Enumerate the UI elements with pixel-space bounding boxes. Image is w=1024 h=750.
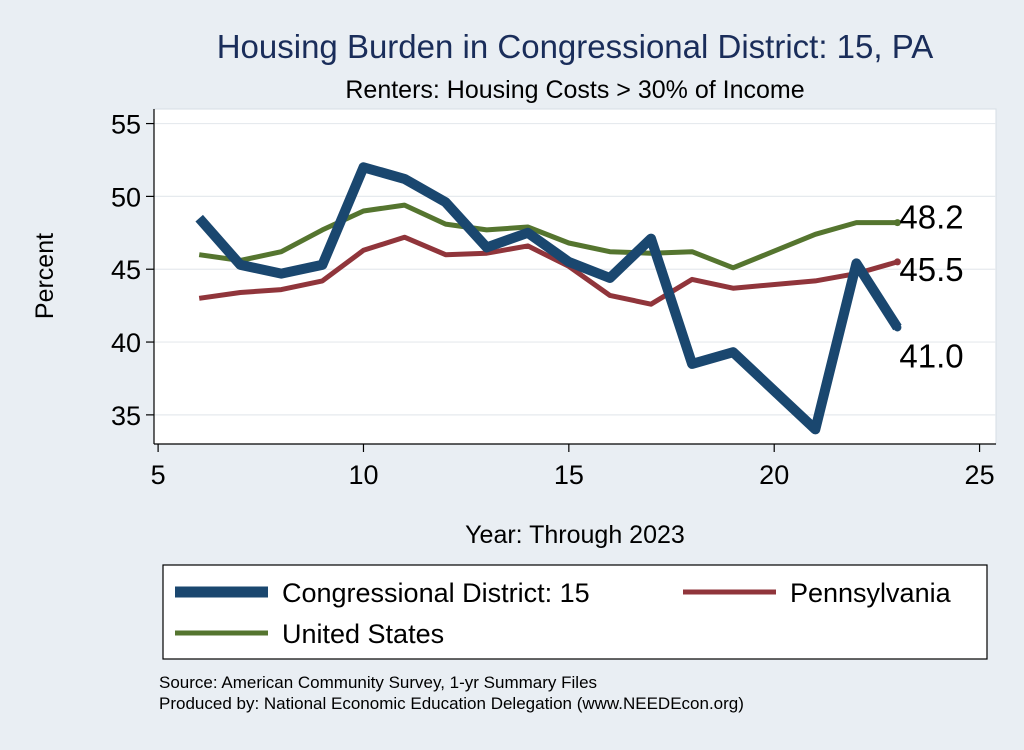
legend-label-district: Congressional District: 15 bbox=[282, 578, 590, 608]
x-tick-label: 25 bbox=[965, 460, 995, 490]
x-tick-label: 10 bbox=[348, 460, 378, 490]
series-line-district bbox=[195, 162, 902, 435]
end-point-united-states bbox=[893, 219, 901, 227]
y-axis-label: Percent bbox=[31, 233, 59, 319]
chart-title: Housing Burden in Congressional District… bbox=[217, 28, 934, 65]
y-tick-label: 35 bbox=[111, 401, 141, 431]
source-note: Source: American Community Survey, 1-yr … bbox=[159, 673, 597, 692]
legend-label-united-states: United States bbox=[282, 619, 444, 649]
series-line-pennsylvania bbox=[198, 234, 899, 307]
y-tick-label: 40 bbox=[111, 328, 141, 358]
series-line-united-states bbox=[198, 202, 898, 271]
x-tick-label: 5 bbox=[151, 460, 166, 490]
chart-subtitle: Renters: Housing Costs > 30% of Income bbox=[345, 76, 804, 104]
end-labels: 41.0 45.5 48.2 bbox=[899, 199, 963, 375]
x-axis-label: Year: Through 2023 bbox=[465, 521, 685, 549]
series-lines bbox=[195, 162, 902, 435]
end-label-united-states: 48.2 bbox=[899, 199, 963, 236]
x-tick-label: 15 bbox=[554, 460, 584, 490]
legend-label-pennsylvania: Pennsylvania bbox=[790, 578, 952, 608]
producer-note: Produced by: National Economic Education… bbox=[159, 694, 744, 713]
end-point-district bbox=[893, 323, 902, 332]
legend: Congressional District: 15 Pennsylvania … bbox=[162, 564, 988, 660]
y-tick-label: 45 bbox=[111, 255, 141, 285]
end-point-pennsylvania bbox=[893, 258, 901, 266]
y-tick-label: 55 bbox=[111, 110, 141, 140]
end-label-pennsylvania: 45.5 bbox=[899, 251, 963, 288]
legend-box bbox=[162, 564, 988, 660]
y-tick-label: 50 bbox=[111, 182, 141, 212]
end-label-district: 41.0 bbox=[899, 337, 963, 374]
x-tick-label: 20 bbox=[759, 460, 789, 490]
